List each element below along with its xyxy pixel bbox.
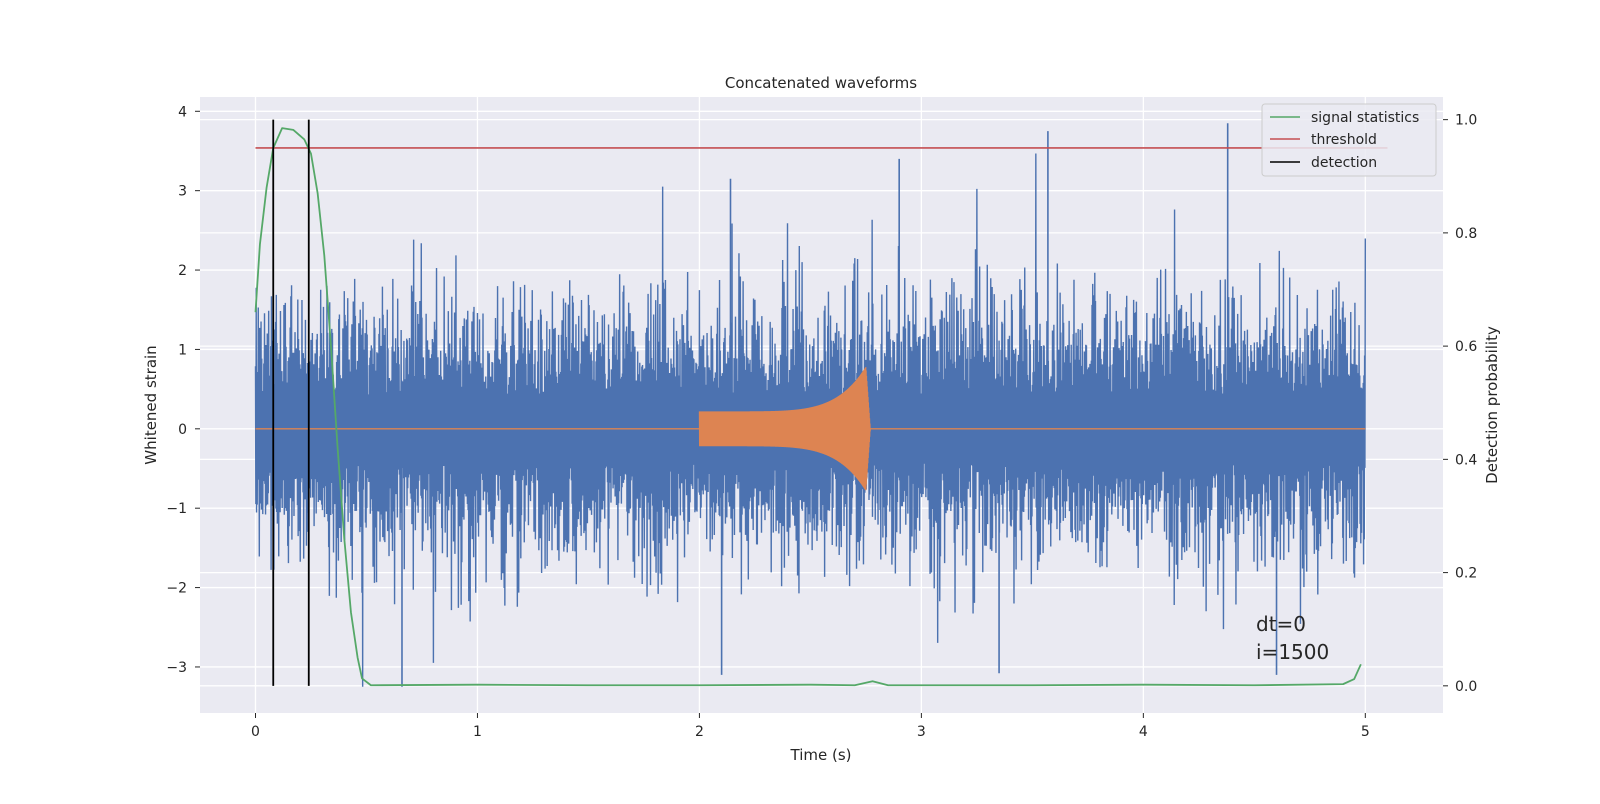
x-tick-label: 1 <box>473 724 482 740</box>
annotation-index: i=1500 <box>1256 640 1329 664</box>
chart-title: Concatenated waveforms <box>725 74 917 92</box>
y-left-axis-label: Whitened strain <box>142 345 160 464</box>
annotation-dt: dt=0 <box>1256 612 1306 636</box>
x-tick-label: 2 <box>695 724 704 740</box>
y-left-tick-label: −3 <box>166 660 187 676</box>
chirp-signal-line <box>698 367 871 491</box>
y-left-tick-label: 3 <box>178 184 187 200</box>
x-axis-ticks: 0 1 2 3 4 5 <box>251 713 1370 740</box>
x-tick-label: 0 <box>251 724 260 740</box>
x-tick-label: 3 <box>917 724 926 740</box>
y-right-tick-label: 0.2 <box>1455 566 1477 582</box>
y-left-tick-label: −2 <box>166 581 187 597</box>
x-tick-label: 5 <box>1361 724 1370 740</box>
y-left-tick-label: 4 <box>178 104 187 120</box>
signal-statistics-line <box>254 127 1362 687</box>
legend-box <box>1261 103 1437 177</box>
y-left-axis-ticks: −3 −2 −1 0 1 2 3 4 <box>166 104 200 676</box>
y-right-axis-ticks: 0.0 0.2 0.4 0.6 0.8 1.0 <box>1443 113 1477 695</box>
y-right-tick-label: 0.0 <box>1455 679 1477 695</box>
legend: signal statistics threshold detection <box>1261 103 1437 177</box>
legend-label-detection: detection <box>1311 155 1377 171</box>
y-right-tick-label: 1.0 <box>1455 113 1477 129</box>
strain-noise-line <box>254 153 1367 687</box>
legend-label-signal-statistics: signal statistics <box>1311 110 1419 126</box>
x-axis-label: Time (s) <box>790 746 852 764</box>
y-left-tick-label: 0 <box>178 422 187 438</box>
y-right-tick-label: 0.8 <box>1455 226 1477 242</box>
y-left-tick-label: 1 <box>178 342 187 358</box>
x-tick-label: 4 <box>1139 724 1148 740</box>
y-left-tick-label: 2 <box>178 263 187 279</box>
plot-content <box>254 119 1388 687</box>
y-right-tick-label: 0.4 <box>1455 452 1477 468</box>
legend-label-threshold: threshold <box>1311 132 1377 148</box>
y-right-axis-label: Detection probability <box>1483 326 1501 484</box>
y-left-tick-label: −1 <box>166 501 187 517</box>
y-right-tick-label: 0.6 <box>1455 339 1477 355</box>
